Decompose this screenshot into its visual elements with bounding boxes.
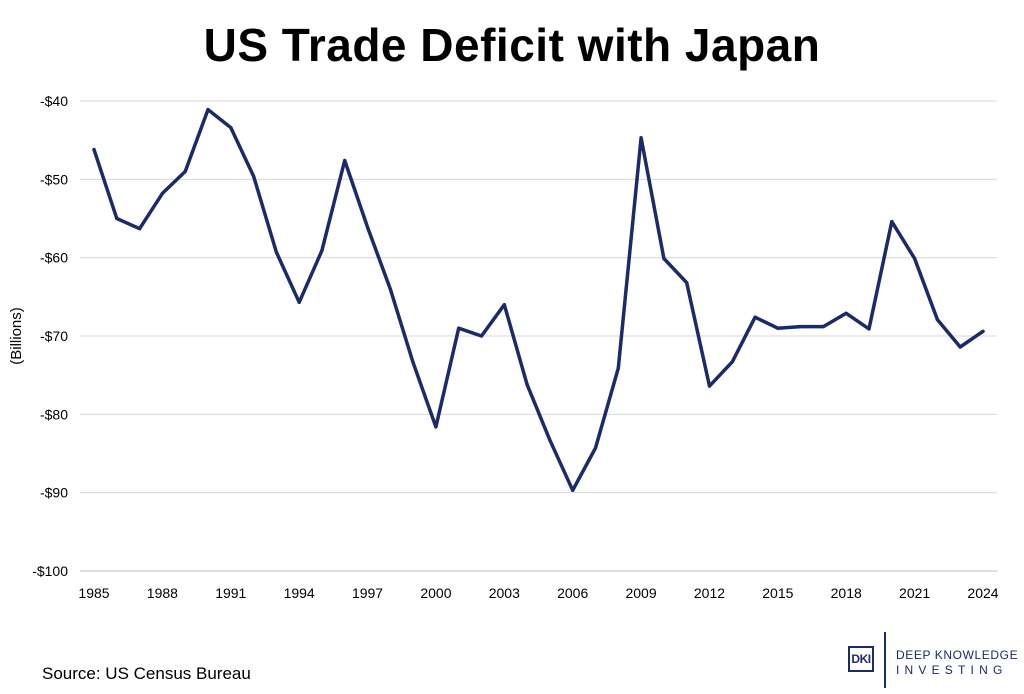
data-points (92, 108, 985, 492)
data-point (92, 148, 96, 152)
dki-logo: DKI DEEP KNOWLEDGE INVESTING (846, 632, 1019, 688)
data-point (525, 383, 529, 387)
data-point (479, 334, 484, 338)
data-point (343, 158, 347, 163)
gridlines (80, 100, 997, 572)
y-tick-label: -$90 (40, 485, 68, 501)
y-tick-label: -$70 (40, 328, 68, 344)
data-point (206, 108, 210, 112)
chart-title: US Trade Deficit with Japan (203, 19, 821, 71)
x-tick-label: 2021 (899, 585, 930, 601)
data-point (981, 329, 985, 333)
data-point (593, 446, 598, 450)
data-point (753, 315, 757, 319)
y-axis-label: (Billions) (8, 307, 25, 365)
data-point (434, 425, 438, 429)
data-point (639, 136, 643, 140)
y-tick-label: -$50 (40, 171, 68, 187)
data-point (252, 174, 256, 178)
data-point (616, 366, 620, 370)
x-tick-label: 1994 (284, 585, 315, 601)
x-tick-label: 2015 (762, 585, 793, 601)
data-point (297, 300, 301, 304)
data-point (707, 384, 712, 388)
data-point (821, 325, 826, 329)
data-point (662, 256, 666, 261)
source-note: Source: US Census Bureau (42, 664, 251, 683)
data-point (548, 438, 552, 442)
x-tick-label: 1988 (147, 585, 178, 601)
x-tick-label: 2003 (489, 585, 520, 601)
data-point (183, 169, 187, 174)
data-point (115, 216, 119, 221)
data-point (229, 126, 233, 130)
y-tick-label: -$40 (40, 93, 68, 109)
data-point (502, 303, 506, 307)
data-point (685, 281, 689, 285)
y-tick-label: -$80 (40, 406, 68, 422)
data-point (388, 287, 392, 291)
data-point (365, 225, 370, 229)
data-point (799, 325, 803, 329)
x-tick-label: 2024 (967, 585, 998, 601)
data-point (958, 345, 962, 349)
data-point (457, 326, 461, 330)
data-point (160, 191, 164, 195)
y-axis-ticks: -$40 -$50 -$60 -$70 -$80 -$90 -$100 (32, 93, 68, 579)
data-point (730, 360, 734, 364)
logo-text-line1: DEEP KNOWLEDGE (896, 648, 1019, 662)
y-tick-label: -$100 (32, 563, 68, 579)
data-point (867, 327, 871, 331)
x-tick-label: 1991 (215, 585, 246, 601)
y-tick-label: -$60 (40, 250, 68, 266)
series-line (92, 107, 985, 493)
x-tick-label: 1985 (78, 585, 109, 601)
logo-divider (884, 632, 886, 688)
x-tick-label: 2012 (694, 585, 725, 601)
data-point (138, 227, 142, 231)
x-tick-label: 2018 (831, 585, 862, 601)
x-tick-label: 2000 (420, 585, 451, 601)
data-point (935, 318, 940, 322)
data-point (274, 250, 278, 254)
data-point (411, 361, 415, 365)
x-tick-label: 2009 (625, 585, 656, 601)
data-point (571, 488, 575, 492)
x-tick-label: 1997 (352, 585, 383, 601)
data-point (913, 256, 917, 261)
data-point (890, 220, 894, 224)
dki-logo-mark: DKI (848, 646, 874, 672)
x-tick-label: 2006 (557, 585, 588, 601)
data-point (776, 326, 780, 330)
data-point (844, 311, 848, 315)
data-point (320, 249, 324, 253)
x-axis-ticks: 1985 1988 1991 1994 1997 2000 2003 2006 2009 2012… (78, 585, 998, 601)
logo-text-line2: INVESTING (896, 663, 1008, 677)
